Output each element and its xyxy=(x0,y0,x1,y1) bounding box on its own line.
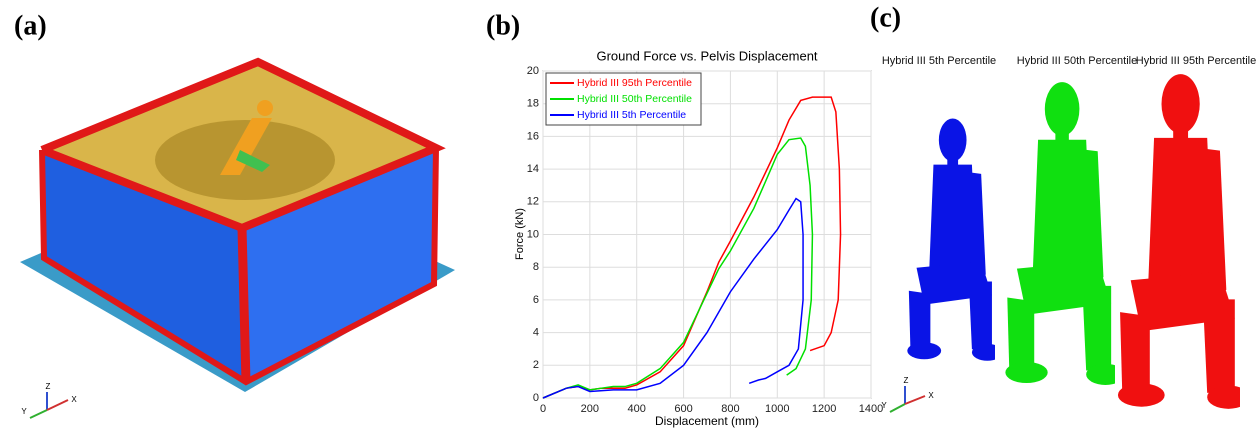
y-tick-label: 12 xyxy=(527,196,539,208)
dummy-label: Hybrid III 50th Percentile xyxy=(1017,55,1137,67)
y-tick-label: 20 xyxy=(527,65,539,77)
x-tick-label: 600 xyxy=(674,403,692,415)
triad-label: Z xyxy=(904,376,909,385)
triad-label: X xyxy=(71,395,77,404)
triad-label: Y xyxy=(881,401,887,410)
y-tick-label: 18 xyxy=(527,98,539,110)
y-tick-label: 16 xyxy=(527,130,539,142)
x-tick-label: 800 xyxy=(721,403,739,415)
legend-label: Hybrid III 5th Percentile xyxy=(577,109,686,121)
triad-label: Z xyxy=(46,382,51,391)
dummy-5th xyxy=(907,118,995,361)
dummy-50th xyxy=(1005,82,1115,385)
dummy-95th xyxy=(1117,74,1240,409)
dummy-label: Hybrid III 95th Percentile xyxy=(1136,55,1256,67)
y-tick-label: 10 xyxy=(527,228,539,240)
legend-label: Hybrid III 95th Percentile xyxy=(577,77,692,89)
x-tick-label: 1000 xyxy=(765,403,789,415)
x-tick-label: 1400 xyxy=(859,403,883,415)
y-tick-label: 2 xyxy=(533,359,539,371)
legend-label: Hybrid III 50th Percentile xyxy=(577,93,692,105)
x-tick-label: 400 xyxy=(628,403,646,415)
series-line xyxy=(542,137,814,399)
y-axis-label: Force (kN) xyxy=(514,208,526,260)
y-tick-label: 0 xyxy=(533,392,539,404)
dummy-label: Hybrid III 5th Percentile xyxy=(882,55,996,67)
y-tick-label: 4 xyxy=(533,327,539,339)
y-tick-label: 14 xyxy=(527,163,539,175)
triad-label: X xyxy=(928,391,934,400)
x-tick-label: 0 xyxy=(540,403,546,415)
y-tick-label: 8 xyxy=(533,261,539,273)
chart: Ground Force vs. Pelvis Displacement Dis… xyxy=(514,48,883,428)
panel-label: (c) xyxy=(870,2,901,33)
y-tick-label: 6 xyxy=(533,294,539,306)
panel-label: (a) xyxy=(14,10,47,41)
airbag-illustration xyxy=(20,57,455,392)
axis-triad xyxy=(29,386,926,419)
x-axis-label: Displacement (mm) xyxy=(655,414,759,428)
panel-label: (b) xyxy=(486,10,520,41)
series-line xyxy=(542,197,804,399)
triad-label: Y xyxy=(21,407,27,416)
x-tick-label: 1200 xyxy=(812,403,836,415)
chart-title: Ground Force vs. Pelvis Displacement xyxy=(596,48,817,63)
x-tick-label: 200 xyxy=(581,403,599,415)
